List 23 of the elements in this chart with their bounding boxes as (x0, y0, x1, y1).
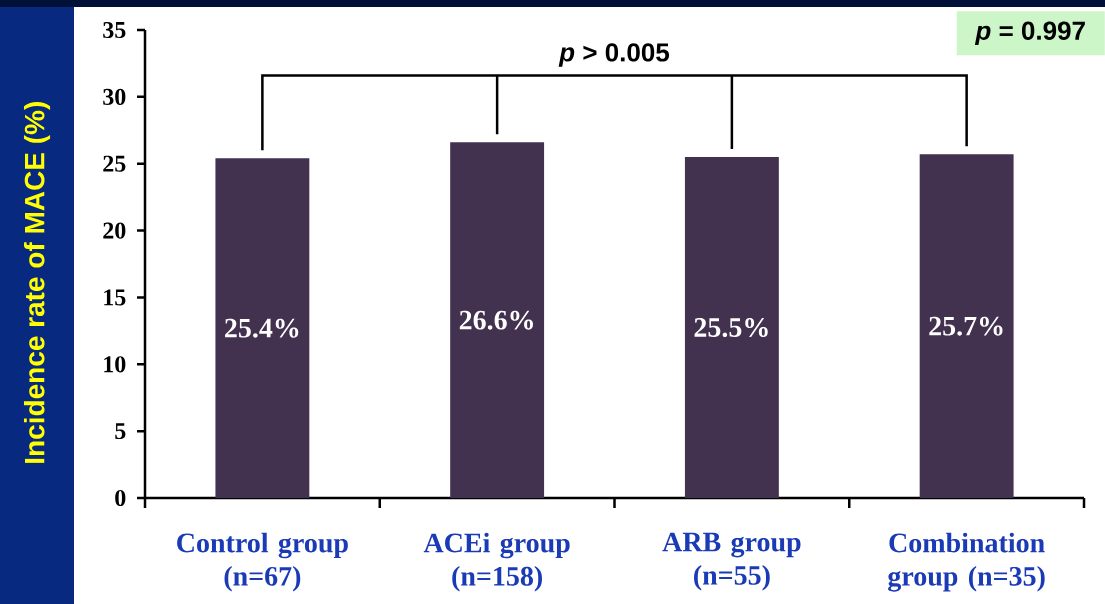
y-tick-label: 35 (103, 21, 126, 39)
bar (215, 158, 310, 498)
bar (450, 142, 545, 498)
data-label: 25.4% (225, 318, 299, 338)
data-label: 25.5% (694, 318, 768, 338)
annotation: p = 0.997 (974, 21, 1085, 46)
x-tick-label: ACEi group (n=158) (423, 532, 570, 592)
y-tick-label: 10 (104, 356, 126, 373)
y-tick-label: 20 (103, 222, 126, 239)
x-tick-label: ARB group (n=55) (662, 532, 801, 591)
bar (684, 157, 779, 498)
y-tick-label: 0 (115, 489, 126, 507)
y-tick-label: 25 (103, 155, 126, 172)
y-axis-title: Incidence rate of MACE (%) (23, 102, 51, 463)
annotation: p > 0.005 (558, 43, 670, 67)
bar (919, 154, 1014, 498)
data-label: 25.7% (929, 316, 1003, 336)
x-tick-label: Control group (n=67) (177, 532, 348, 592)
data-label: 26.6% (459, 310, 533, 330)
y-tick-label: 15 (104, 289, 126, 306)
y-tick-label: 30 (103, 88, 126, 105)
y-tick-label: 5 (115, 423, 126, 440)
x-tick-label: Combination group (n=35) (888, 532, 1045, 592)
